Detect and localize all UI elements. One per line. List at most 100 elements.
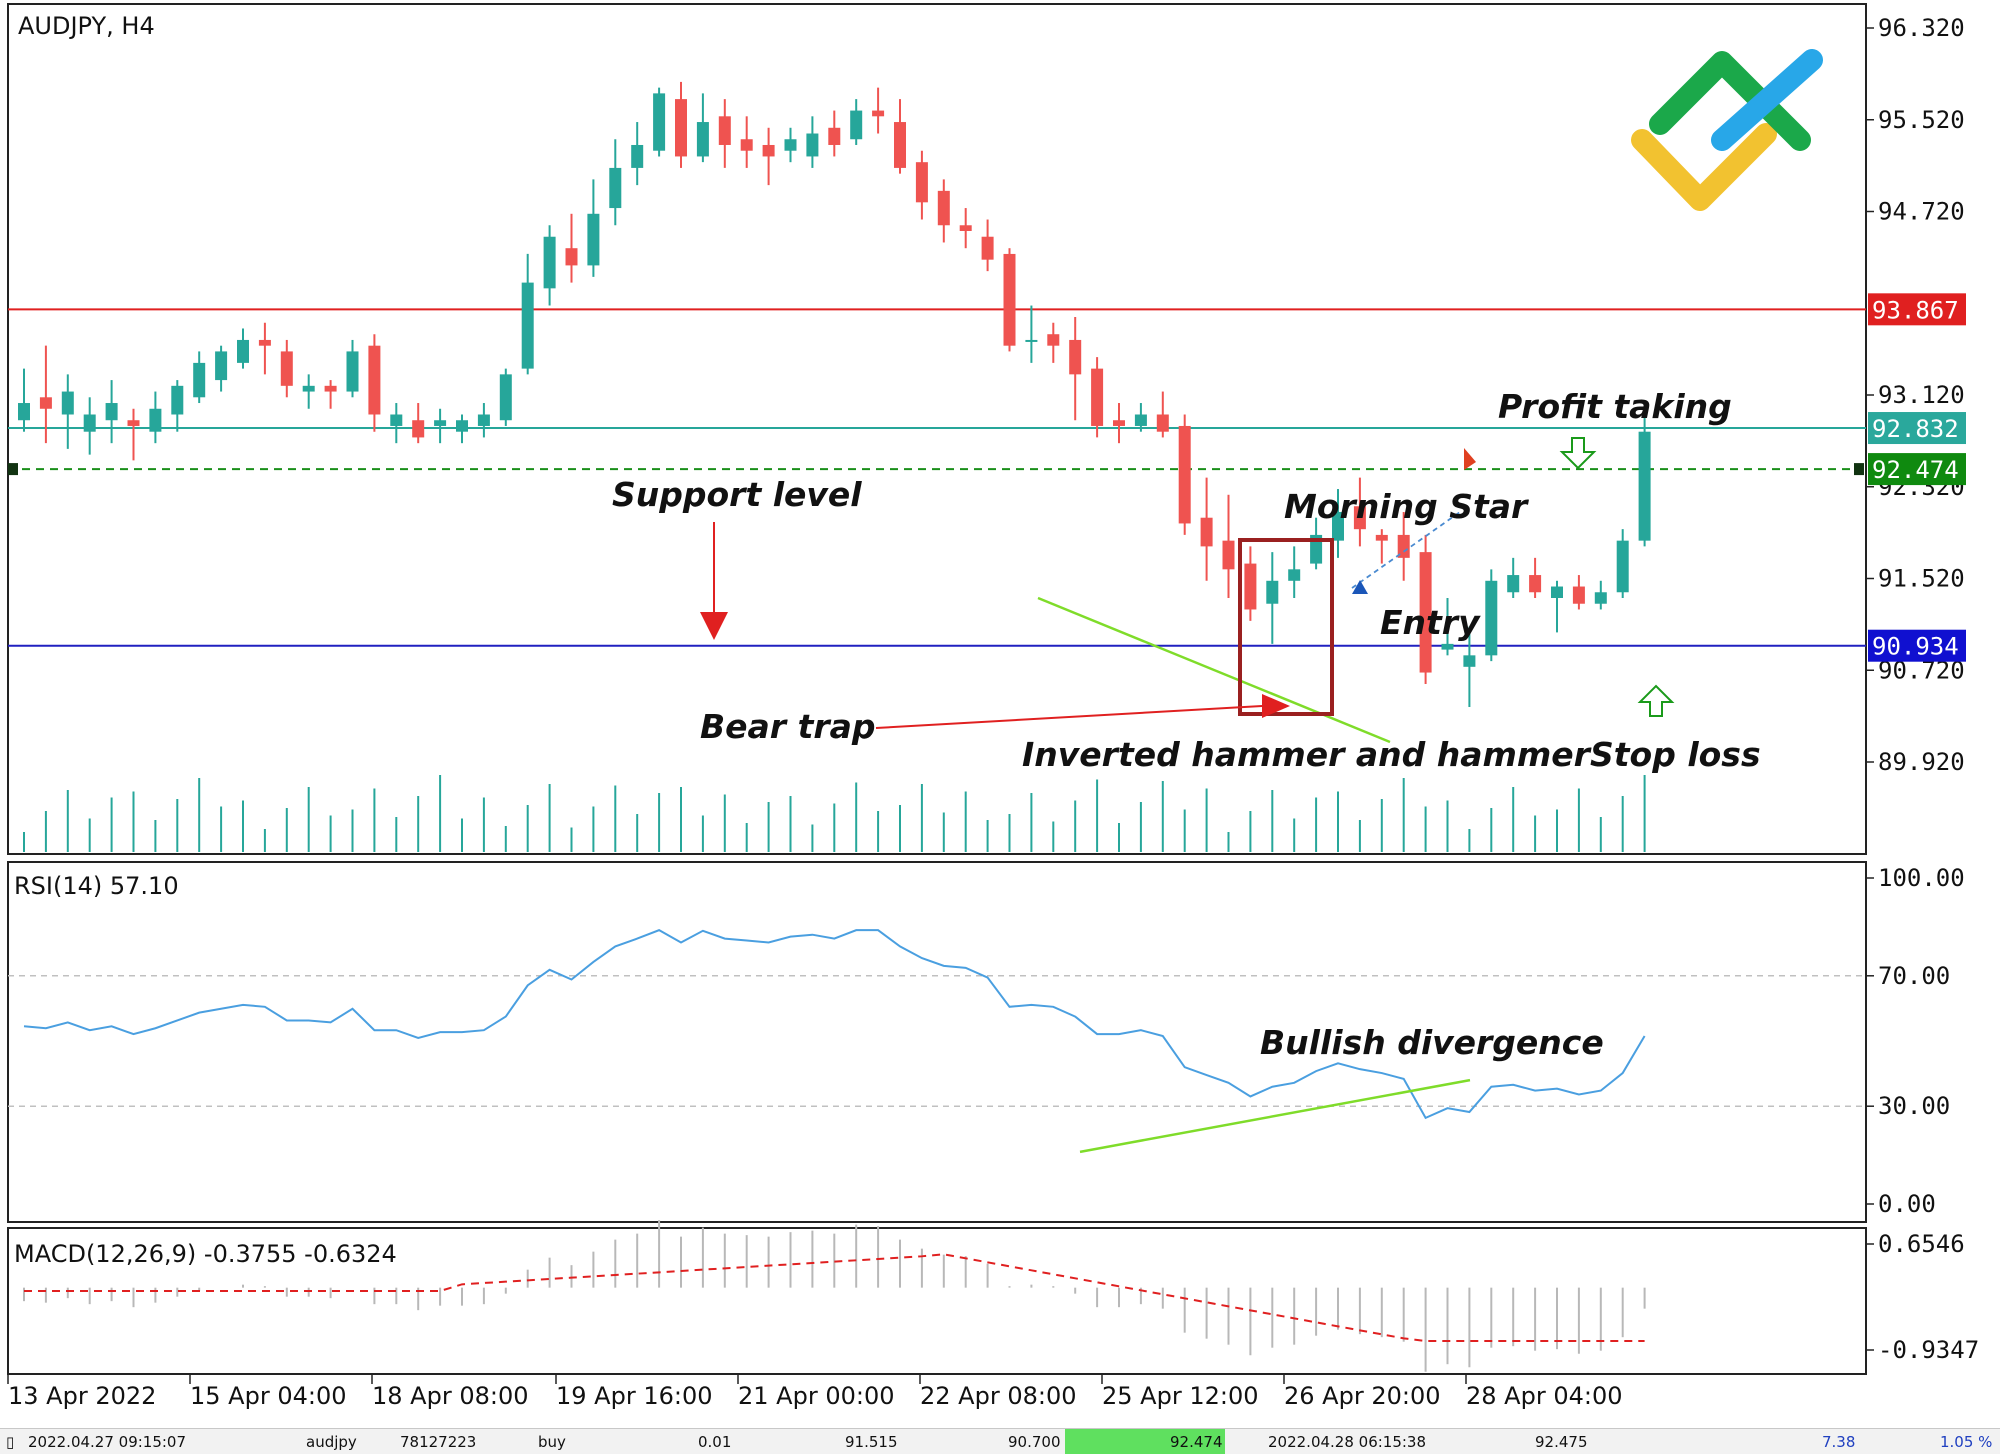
support-level-price-tag — [1868, 629, 1966, 662]
candle-body[interactable] — [105, 403, 118, 421]
entry-level-price-label: 92.474 — [1872, 456, 1959, 484]
pattern-box[interactable] — [1238, 538, 1334, 716]
candle-body[interactable] — [1507, 575, 1520, 593]
candle-body[interactable] — [1113, 420, 1125, 426]
candle-body[interactable] — [83, 414, 96, 432]
candle-body[interactable] — [1332, 511, 1344, 541]
candle-body[interactable] — [1266, 580, 1279, 604]
candle-body[interactable] — [1594, 592, 1607, 604]
candle-body[interactable] — [1419, 552, 1432, 673]
candle-body[interactable] — [696, 122, 709, 157]
bear-trap-arrow-shaft — [875, 705, 1263, 729]
candle-body[interactable] — [1200, 517, 1213, 547]
candle-body[interactable] — [784, 139, 797, 151]
candle-body[interactable] — [1529, 575, 1542, 593]
candle-body[interactable] — [915, 162, 928, 203]
candle-body[interactable] — [477, 414, 490, 426]
candle-body[interactable] — [1375, 534, 1388, 541]
time-tick-label: 22 Apr 08:00 — [920, 1382, 1076, 1410]
candle-body[interactable] — [1353, 506, 1366, 530]
candle-body[interactable] — [258, 339, 271, 346]
candle-body[interactable] — [499, 374, 512, 421]
candle-body[interactable] — [1616, 540, 1629, 593]
candle-body[interactable] — [1178, 425, 1191, 524]
candle-body[interactable] — [127, 420, 140, 426]
candle-body[interactable] — [850, 110, 863, 140]
status-symbol: audjpy — [306, 1433, 357, 1451]
price-tick-label: 94.720 — [1878, 198, 1965, 226]
candle-body[interactable] — [675, 99, 687, 157]
candle-body[interactable] — [456, 420, 468, 432]
candle-body[interactable] — [390, 414, 403, 426]
exit-arrow — [1464, 448, 1476, 470]
candle-body[interactable] — [434, 420, 447, 426]
candle-body[interactable] — [1288, 569, 1301, 581]
candle-body[interactable] — [894, 122, 906, 168]
candle-body[interactable] — [1222, 540, 1235, 570]
candle-body[interactable] — [740, 139, 753, 151]
candle-body[interactable] — [1025, 339, 1038, 342]
candle-body[interactable] — [828, 127, 841, 145]
candle-body[interactable] — [872, 110, 885, 117]
candle-body[interactable] — [39, 397, 52, 409]
candle-body[interactable] — [653, 93, 666, 151]
candle-body[interactable] — [1441, 643, 1454, 650]
candle-body[interactable] — [937, 190, 950, 226]
candle-body[interactable] — [806, 133, 819, 157]
candle-body[interactable] — [61, 391, 74, 415]
rsi-tick-label: 70.00 — [1878, 962, 1950, 990]
time-tick-label: 26 Apr 20:00 — [1284, 1382, 1440, 1410]
candle-body[interactable] — [324, 385, 337, 392]
candle-body[interactable] — [1047, 334, 1060, 346]
candle-body[interactable] — [762, 144, 775, 157]
candle-body[interactable] — [959, 225, 972, 231]
candle-body[interactable] — [1310, 534, 1323, 564]
rsi-title: RSI(14) 57.10 — [14, 872, 179, 900]
candle-body[interactable] — [171, 385, 184, 415]
macd-tick-label: 0.6546 — [1878, 1230, 1965, 1258]
candle-body[interactable] — [193, 362, 206, 398]
candle-body[interactable] — [587, 213, 600, 266]
candle-body[interactable] — [521, 282, 534, 369]
candle-body[interactable] — [1244, 563, 1257, 610]
candle-body[interactable] — [237, 339, 249, 363]
rsi-line — [23, 929, 1646, 1120]
profit-level-price-label: 92.832 — [1872, 415, 1959, 443]
candle-body[interactable] — [149, 408, 162, 432]
candle-body[interactable] — [1091, 368, 1104, 426]
candle-body[interactable] — [1551, 586, 1563, 598]
candle-body[interactable] — [981, 236, 994, 260]
candle-body[interactable] — [631, 144, 644, 168]
candle-body[interactable] — [1003, 253, 1016, 346]
candle-body[interactable] — [1485, 580, 1498, 656]
broker-logo-green — [1649, 51, 1811, 151]
candle-body[interactable] — [1638, 431, 1651, 541]
candle-body[interactable] — [565, 248, 578, 266]
candle-body[interactable] — [215, 351, 228, 381]
position-icon[interactable]: ▯ — [6, 1433, 15, 1451]
candle-body[interactable] — [302, 385, 315, 392]
candle-body[interactable] — [543, 236, 556, 289]
status-price: 92.475 — [1535, 1433, 1588, 1451]
candle-body[interactable] — [280, 351, 293, 386]
macd-tick-label: -0.9347 — [1878, 1336, 1979, 1364]
candle-body[interactable] — [18, 403, 30, 421]
candle-body[interactable] — [412, 420, 425, 438]
candle-body[interactable] — [1069, 339, 1082, 375]
candle-body[interactable] — [1134, 414, 1147, 426]
time-tick-label: 25 Apr 12:00 — [1102, 1382, 1258, 1410]
candle-body[interactable] — [1156, 414, 1169, 432]
candle-body[interactable] — [368, 345, 381, 415]
time-tick-label: 28 Apr 04:00 — [1466, 1382, 1622, 1410]
candle-body[interactable] — [346, 351, 359, 392]
status-profit: 7.38 — [1822, 1433, 1856, 1451]
price-tick-label: 91.520 — [1878, 565, 1965, 593]
candle-body[interactable] — [718, 116, 731, 145]
status-open-price: 91.515 — [845, 1433, 898, 1451]
candle-body[interactable] — [609, 167, 622, 209]
rsi-tick-label: 30.00 — [1878, 1092, 1950, 1120]
candle-body[interactable] — [1397, 534, 1410, 558]
candle-body[interactable] — [1572, 586, 1585, 604]
candle-body[interactable] — [1463, 655, 1476, 667]
